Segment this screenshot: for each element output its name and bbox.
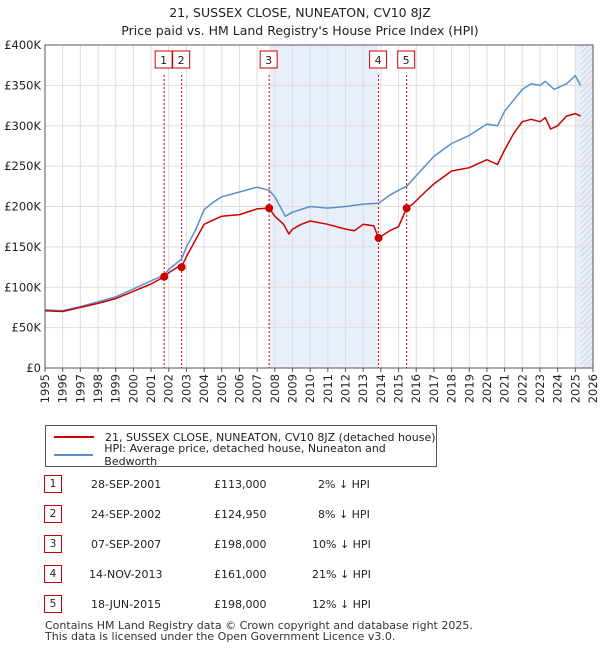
sale-row: 4 14-NOV-2013 £161,000 21% ↓ HPI [0, 565, 600, 585]
sale-marker-box [369, 50, 388, 69]
sale-point [374, 233, 383, 242]
plot-border [44, 44, 594, 369]
sale-hpi: 8% ↓ HPI [318, 508, 370, 521]
sale-row: 3 07-SEP-2007 £198,000 10% ↓ HPI [0, 535, 600, 555]
sale-row: 1 28-SEP-2001 £113,000 2% ↓ HPI [0, 475, 600, 495]
x-tick-label: 2010 [303, 374, 317, 403]
sale-marker-label: 1 [160, 54, 167, 67]
y-tick-label: £300K [4, 119, 41, 133]
sale-price: £198,000 [214, 538, 267, 551]
legend-swatch-red [54, 436, 94, 438]
x-tick-label: 2016 [409, 374, 423, 403]
x-tick-label: 2021 [498, 374, 512, 403]
x-tick-label: 2005 [215, 374, 229, 403]
y-tick-label: £400K [4, 38, 41, 52]
sale-date: 07-SEP-2007 [91, 538, 162, 551]
sale-hpi: 12% ↓ HPI [312, 598, 371, 611]
chart-title-line2: Price paid vs. HM Land Registry's House … [121, 23, 478, 38]
sale-hpi: 2% ↓ HPI [318, 478, 370, 491]
x-tick-label: 2017 [427, 374, 441, 403]
x-tick-label: 2002 [162, 374, 176, 403]
sale-hpi: 10% ↓ HPI [312, 538, 371, 551]
sale-row: 2 24-SEP-2002 £124,950 8% ↓ HPI [0, 505, 600, 525]
y-tick-label: £50K [12, 321, 42, 335]
legend-label-property: 21, SUSSEX CLOSE, NUNEATON, CV10 8JZ (de… [105, 430, 436, 444]
sale-marker-label: 3 [265, 54, 272, 67]
footer: Contains HM Land Registry data © Crown c… [45, 620, 473, 642]
y-tick-label: £250K [4, 159, 41, 173]
legend-item-hpi: HPI: Average price, detached house, Nune… [54, 442, 436, 468]
x-tick-label: 2011 [321, 374, 335, 403]
x-tick-label: 2012 [339, 374, 353, 403]
sale-point [160, 272, 169, 281]
sale-price: £113,000 [214, 478, 267, 491]
x-tick-label: 1995 [38, 374, 52, 403]
x-tick-label: 2026 [586, 374, 600, 403]
sale-date: 28-SEP-2001 [91, 478, 162, 491]
x-tick-label: 2013 [356, 374, 370, 403]
x-tick-label: 2006 [232, 374, 246, 403]
sale-price: £161,000 [214, 568, 267, 581]
x-tick-label: 1996 [56, 374, 70, 403]
sale-hpi: 21% ↓ HPI [312, 568, 371, 581]
x-tick-label: 2022 [515, 374, 529, 403]
x-tick-label: 2008 [268, 374, 282, 403]
legend-label-hpi: HPI: Average price, detached house, Nune… [104, 442, 386, 468]
property-price-line [44, 112, 581, 313]
sale-date: 14-NOV-2013 [89, 568, 163, 581]
plot-area: £0 £50K £100K £150K £200K £250K £300K £350K £400… [4, 38, 600, 403]
y-tick-label: £150K [4, 240, 41, 254]
x-tick-label: 1999 [109, 374, 123, 403]
x-tick-label: 2007 [250, 374, 264, 403]
x-tick-label: 2024 [551, 374, 565, 403]
x-tick-label: 2004 [197, 374, 211, 403]
x-tick-label: 2023 [533, 374, 547, 403]
x-tick-label: 2009 [285, 374, 299, 403]
sale-date: 24-SEP-2002 [91, 508, 162, 521]
x-tick-label: 2001 [144, 374, 158, 403]
sale-badge: 3 [44, 535, 62, 553]
x-tick-label: 2020 [480, 374, 494, 403]
footer-copyright: Contains HM Land Registry data © Crown c… [45, 619, 473, 632]
sale-point [265, 204, 274, 213]
footer-licence: This data is licensed under the Open Gov… [45, 630, 396, 643]
x-tick-label: 2003 [179, 374, 193, 403]
legend: 21, SUSSEX CLOSE, NUNEATON, CV10 8JZ (de… [45, 425, 437, 468]
y-tick-label: £200K [4, 200, 41, 214]
y-tick-label: £350K [4, 78, 41, 92]
sale-badge: 1 [44, 475, 62, 493]
sale-badge: 2 [44, 505, 62, 523]
legend-swatch-blue [54, 454, 94, 456]
sale-marker-label: 5 [403, 54, 410, 67]
legend-item-property: 21, SUSSEX CLOSE, NUNEATON, CV10 8JZ (de… [54, 429, 436, 445]
x-tick-label: 2015 [392, 374, 406, 403]
sale-date: 18-JUN-2015 [91, 598, 162, 611]
x-tick-label: 2018 [445, 374, 459, 403]
x-tick-label: 1998 [91, 374, 105, 403]
x-tick-label: 2000 [126, 374, 140, 403]
sale-point [177, 263, 186, 272]
sale-marker-box [259, 50, 278, 69]
x-tick-label: 2019 [462, 374, 476, 403]
y-tick-label: £0 [26, 361, 41, 375]
sale-badge: 5 [44, 595, 62, 613]
sale-marker-box [154, 50, 173, 69]
x-tick-label: 2014 [374, 374, 388, 403]
chart-title-line1: 21, SUSSEX CLOSE, NUNEATON, CV10 8JZ [169, 5, 431, 20]
x-tick-label: 2025 [568, 374, 582, 403]
sale-point [402, 204, 411, 213]
x-tick-label: 1997 [73, 374, 87, 403]
price-chart: 21, SUSSEX CLOSE, NUNEATON, CV10 8JZ Pri… [4, 5, 600, 403]
sale-badge: 4 [44, 565, 62, 583]
sale-marker-box [397, 50, 416, 69]
sale-marker-label: 2 [178, 54, 185, 67]
sale-marker-label: 4 [375, 54, 382, 67]
sale-row: 5 18-JUN-2015 £198,000 12% ↓ HPI [0, 595, 600, 615]
sale-price: £124,950 [214, 508, 267, 521]
sale-marker-box [172, 50, 191, 69]
y-tick-label: £100K [4, 280, 41, 294]
sale-price: £198,000 [214, 598, 267, 611]
